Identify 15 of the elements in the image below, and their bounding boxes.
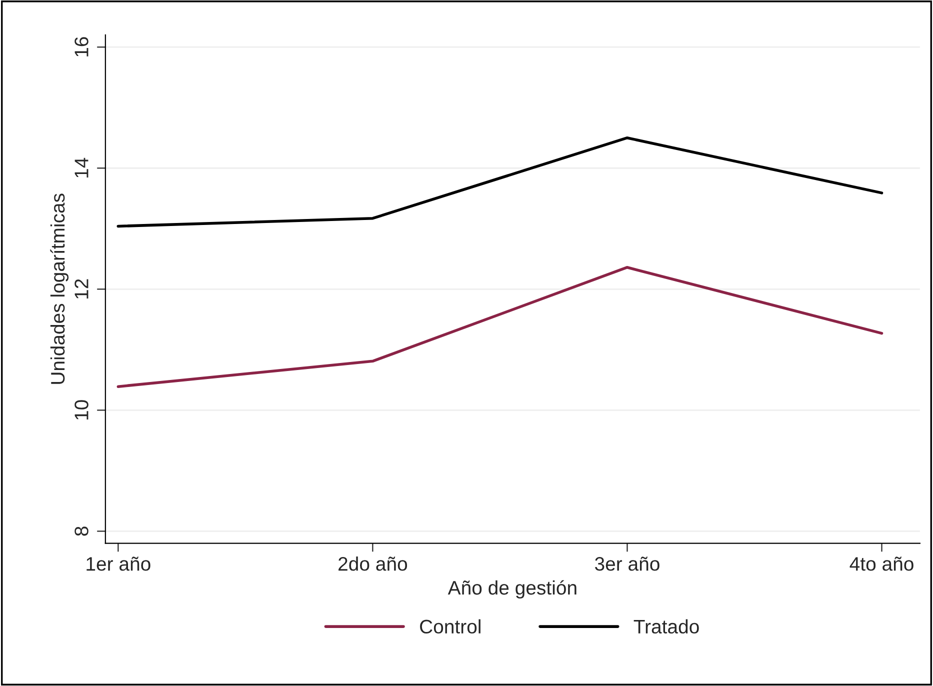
y-tick-label: 14 — [74, 158, 88, 178]
y-tick-label: 12 — [74, 279, 88, 298]
legend-label: Control — [420, 619, 480, 634]
y-tick-label: 16 — [74, 37, 88, 56]
x-tick-label: 3er año — [594, 556, 660, 571]
y-axis-title: Unidades logarítmicas — [50, 194, 69, 384]
x-tick-label: 2do año — [338, 556, 408, 571]
y-tick-label: 10 — [74, 400, 88, 420]
line-series — [116, 136, 884, 228]
x-tick-label: 1er año — [86, 556, 150, 571]
legend-label: Tratado — [634, 619, 699, 634]
y-tick-label: 8 — [74, 526, 88, 536]
line-series — [116, 266, 884, 388]
x-tick-label: 4to año — [850, 556, 914, 571]
x-axis-title: Año de gestión — [448, 580, 576, 599]
